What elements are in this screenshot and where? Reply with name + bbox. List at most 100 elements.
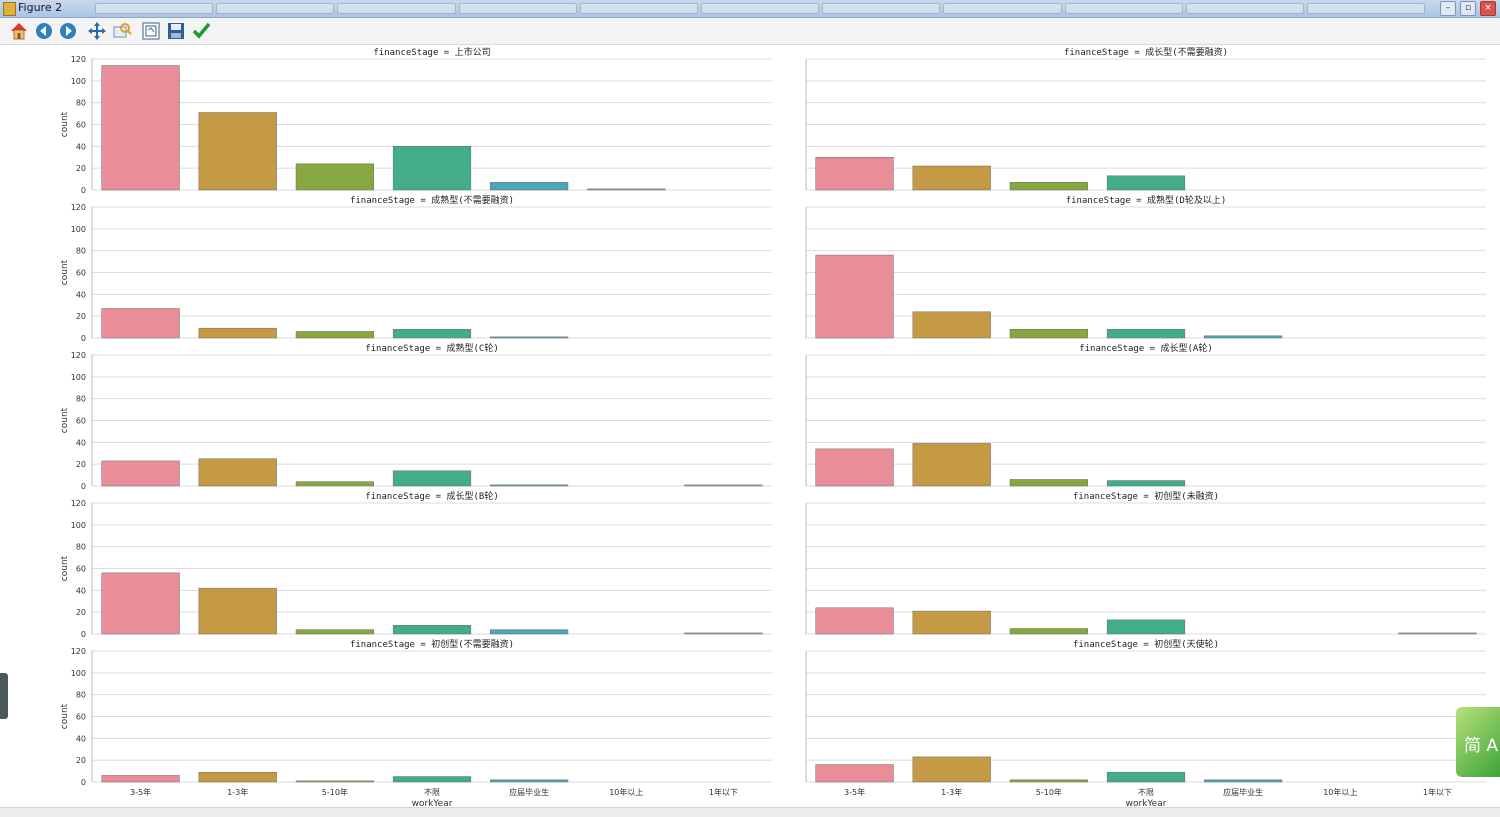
y-axis-label: count (60, 703, 70, 729)
minimize-button[interactable]: – (1440, 1, 1456, 16)
facet-title: financeStage = 上市公司 (373, 46, 490, 58)
taskbar-item[interactable] (700, 3, 820, 14)
x-tick-label: 不限 (424, 788, 440, 797)
taskbar-item[interactable] (943, 3, 1062, 14)
bar (1009, 779, 1088, 783)
y-tick-label: 80 (76, 247, 86, 256)
x-axis-label: workYear (412, 799, 453, 807)
taskbar-item[interactable] (822, 3, 941, 14)
y-tick-label: 20 (76, 312, 86, 321)
back-icon[interactable] (34, 21, 54, 41)
save-icon[interactable] (166, 21, 186, 41)
y-tick-label: 80 (76, 543, 86, 552)
y-tick-label: 120 (71, 203, 86, 212)
bar (912, 311, 991, 339)
y-tick-label: 80 (76, 395, 86, 404)
taskbar-item[interactable] (1306, 3, 1426, 14)
y-tick-label: 20 (76, 608, 86, 617)
bar (392, 146, 472, 191)
subplots-icon[interactable] (141, 21, 161, 41)
taskbar-item[interactable] (1064, 3, 1183, 14)
bar (1009, 479, 1088, 487)
bar (587, 188, 666, 191)
bar (1106, 771, 1186, 783)
bar (490, 182, 569, 191)
bar (101, 775, 180, 783)
forward-icon[interactable] (58, 21, 78, 41)
y-axis-label: count (60, 407, 70, 433)
restore-button[interactable]: ▫ (1460, 1, 1476, 16)
x-tick-label: 不限 (1138, 788, 1154, 797)
y-tick-label: 120 (71, 351, 86, 360)
y-tick-label: 100 (71, 225, 86, 234)
figure-app-icon (3, 2, 16, 16)
status-bar (0, 807, 1500, 817)
y-tick-label: 40 (76, 734, 86, 743)
facet-title: financeStage = 成长型(B轮) (365, 490, 499, 502)
bar (392, 470, 472, 487)
bar (101, 308, 180, 339)
bar (815, 254, 894, 339)
bar (1398, 632, 1477, 635)
ime-badge[interactable]: 简 A 设 (1456, 707, 1500, 777)
bar (912, 443, 991, 487)
y-tick-label: 20 (76, 756, 86, 765)
y-tick-label: 120 (71, 499, 86, 508)
x-tick-label: 1年以下 (1423, 787, 1452, 797)
bar (1204, 779, 1283, 783)
facet-title: financeStage = 成熟型(D轮及以上) (1066, 194, 1227, 206)
y-tick-label: 60 (76, 269, 86, 278)
bar (490, 336, 569, 339)
bar (1204, 335, 1283, 339)
y-tick-label: 20 (76, 164, 86, 173)
home-icon[interactable] (9, 21, 29, 41)
taskbar-item[interactable] (216, 3, 335, 14)
bar (912, 610, 991, 635)
y-tick-label: 0 (81, 186, 86, 195)
y-tick-label: 120 (71, 647, 86, 656)
x-tick-label: 1年以下 (709, 787, 738, 797)
y-tick-label: 20 (76, 460, 86, 469)
x-tick-label: 10年以上 (1323, 787, 1357, 797)
facet-title: financeStage = 成长型(不需要融资) (1064, 46, 1228, 58)
y-tick-label: 100 (71, 521, 86, 530)
side-drag-handle[interactable] (0, 673, 8, 719)
y-tick-label: 60 (76, 565, 86, 574)
zoom-icon[interactable] (112, 21, 132, 41)
bar (815, 607, 894, 635)
bar (1106, 480, 1186, 487)
taskbar-item[interactable] (579, 3, 698, 14)
bar (198, 587, 277, 635)
pan-icon[interactable] (87, 21, 107, 41)
bar (198, 458, 277, 487)
y-tick-label: 40 (76, 290, 86, 299)
y-tick-label: 100 (71, 373, 86, 382)
bar (490, 629, 569, 635)
taskbar-item[interactable] (458, 3, 577, 14)
bar (101, 572, 180, 635)
check-icon[interactable] (191, 21, 211, 41)
y-tick-label: 120 (71, 55, 86, 64)
bar (684, 632, 763, 635)
bar (198, 771, 277, 783)
ime-badge-text: 简 A 设 (1464, 736, 1500, 756)
bar (490, 484, 569, 487)
facet-title: financeStage = 成熟型(C轮) (365, 342, 499, 354)
x-tick-label: 5-10年 (1036, 787, 1062, 797)
bar (198, 327, 277, 339)
x-axis-label: workYear (1126, 799, 1167, 807)
figure-toolbar (0, 18, 1500, 45)
y-tick-label: 60 (76, 713, 86, 722)
bar (295, 780, 374, 783)
x-tick-label: 10年以上 (609, 787, 643, 797)
y-tick-label: 80 (76, 99, 86, 108)
close-button[interactable]: × (1480, 1, 1496, 16)
taskbar-item[interactable] (1185, 3, 1304, 14)
taskbar-item[interactable] (95, 3, 214, 14)
y-tick-label: 100 (71, 77, 86, 86)
x-tick-label: 应届毕业生 (509, 787, 549, 797)
taskbar-item[interactable] (337, 3, 456, 14)
bar (1106, 619, 1186, 635)
y-tick-label: 0 (81, 630, 86, 639)
bar (1106, 175, 1186, 191)
